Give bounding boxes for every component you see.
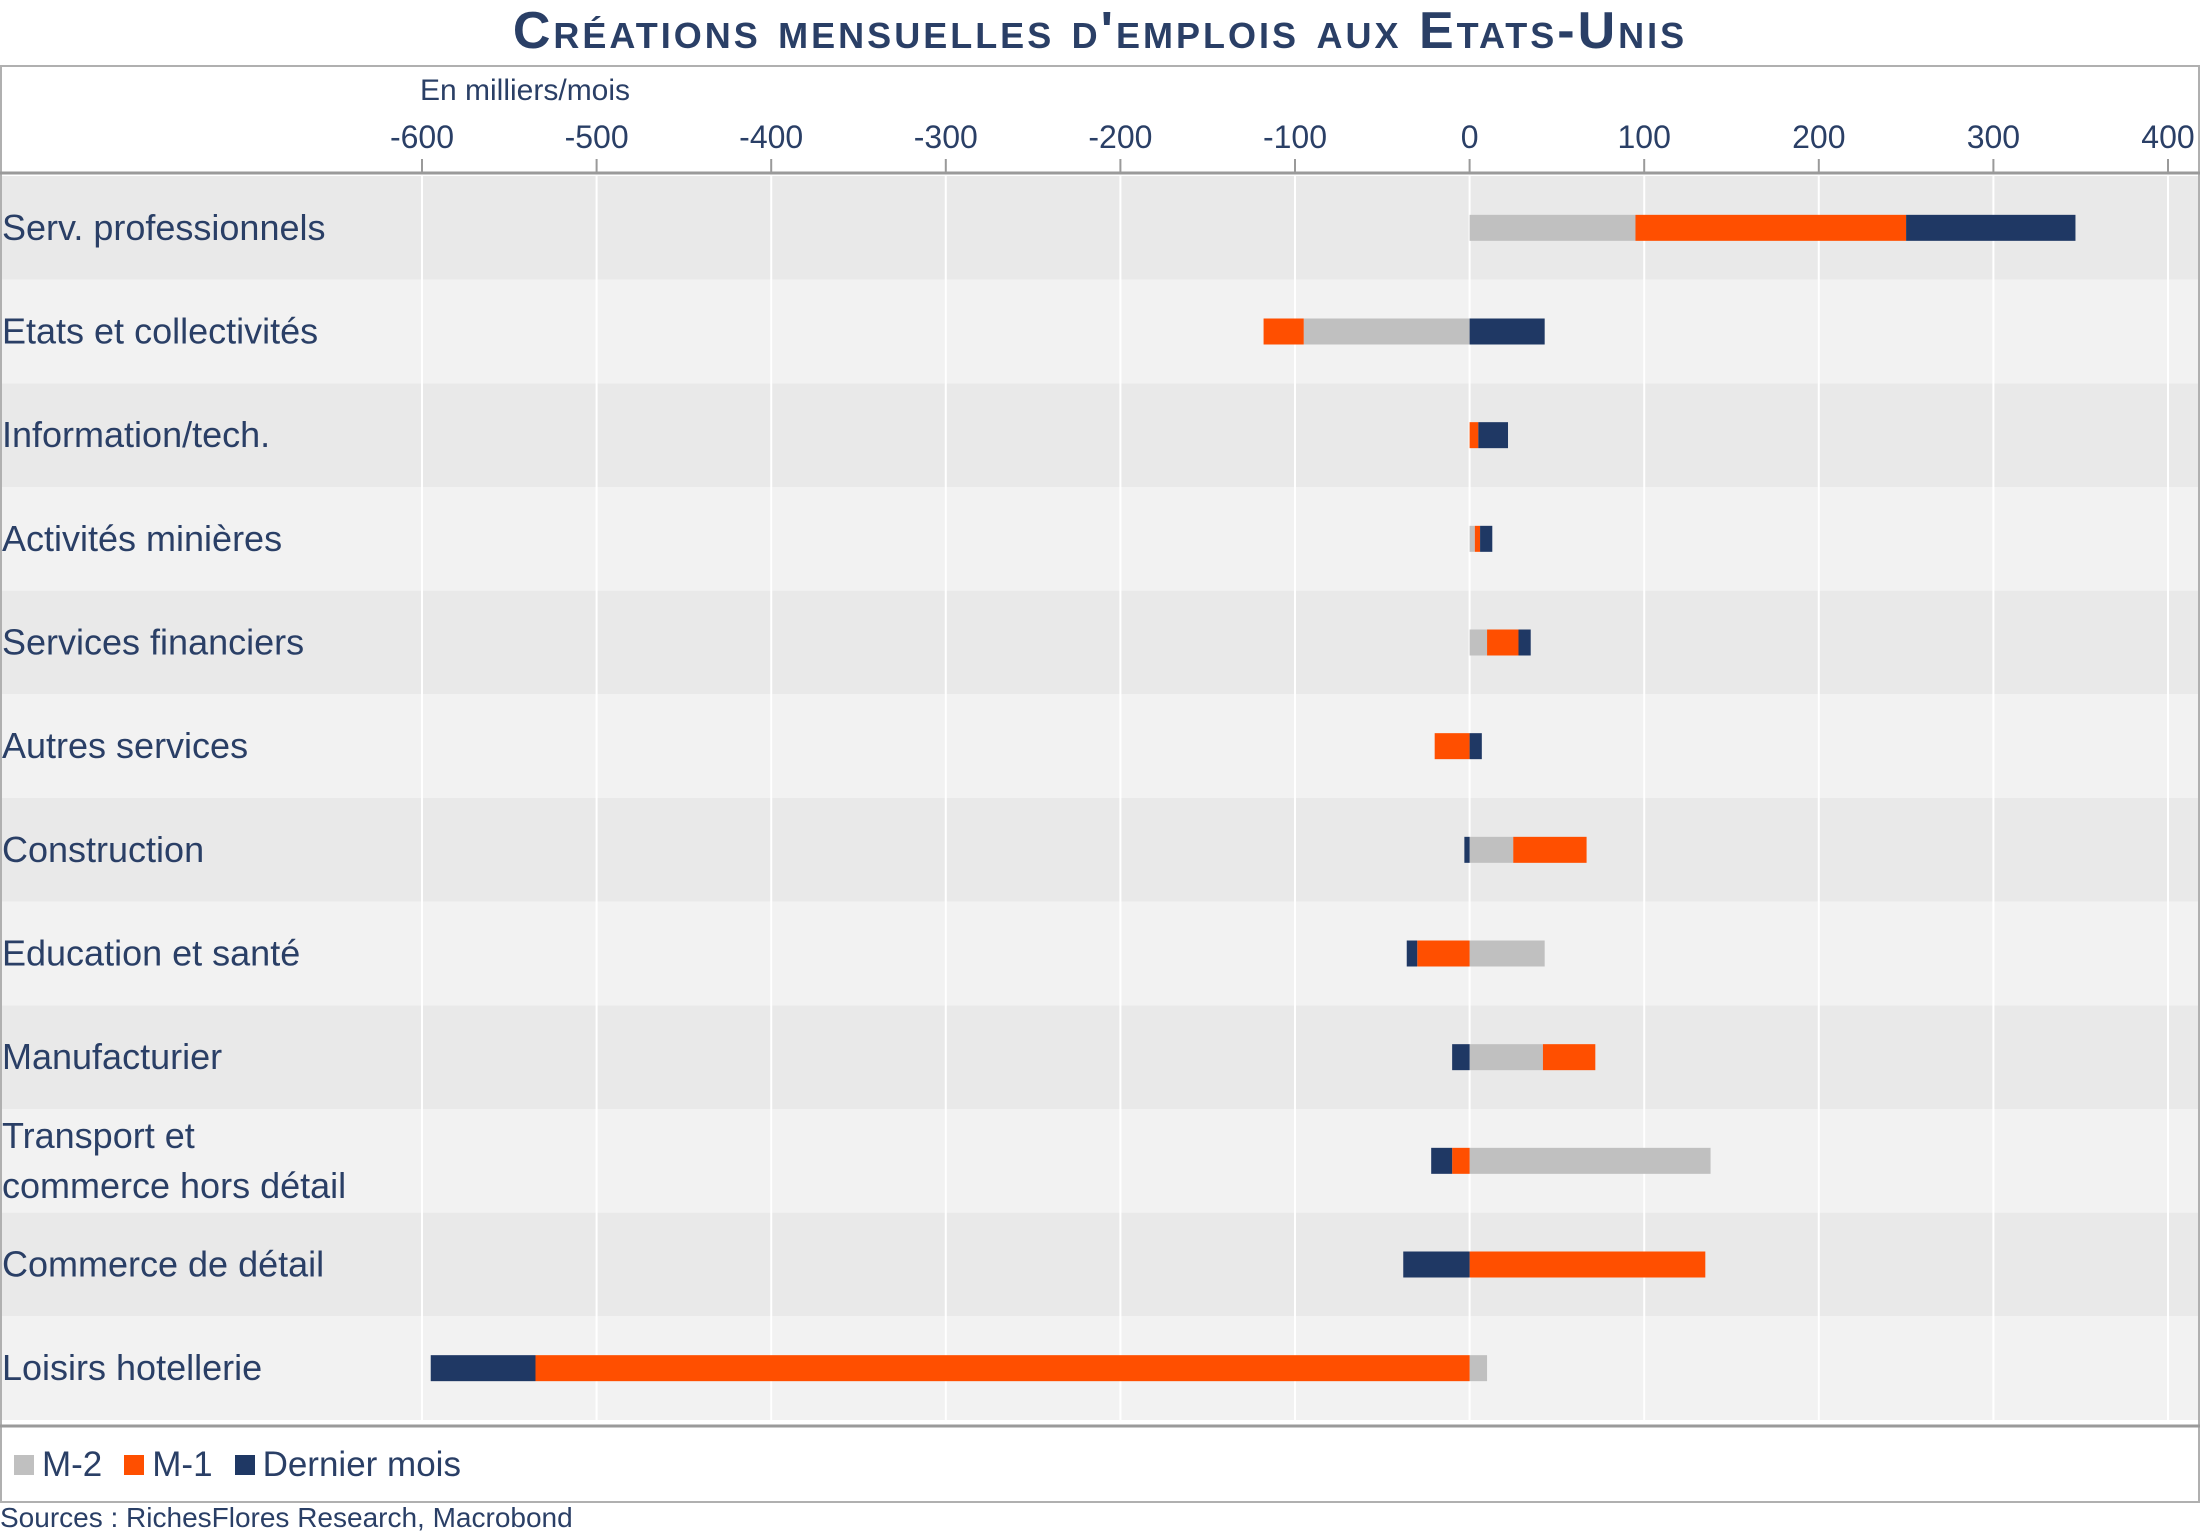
category-label: commerce hors détail [2,1165,346,1206]
bar-segment [1469,1355,1488,1382]
tick-label: -100 [1263,119,1327,155]
tick-label: -600 [390,119,454,155]
bar-segment [535,1355,1470,1382]
bar-segment [1434,733,1470,760]
bar-segment [1635,214,1907,241]
source-note: Sources : RichesFlores Research, Macrobo… [0,1502,573,1533]
category-label: Construction [2,829,204,870]
row-bands [0,176,2200,1420]
row-band [0,694,2200,798]
category-labels: Serv. professionnels Etats et collectivit… [2,207,346,1388]
row-band [0,1212,2200,1317]
bar-segment [1431,1147,1453,1174]
bar-segment [1417,940,1470,967]
category-label: Transport et [2,1115,195,1156]
chart-title: Créations mensuelles d'emplois aux Etats… [512,2,1688,60]
category-label: Autres services [2,725,248,766]
bar-segment [1469,525,1475,552]
tick-label: -400 [739,119,803,155]
tick-label: 400 [2141,119,2194,155]
bar-segment [1469,629,1488,656]
category-label: Information/tech. [2,414,270,455]
unit-label: En milliers/mois [420,74,630,107]
bar-segment [1480,525,1493,552]
row-band [0,590,2200,695]
legend-swatch [14,1455,34,1475]
bar-segment [1406,940,1418,967]
x-axis-ticks: -600 -500 -400 -300 -200 -100 0 100 200 300 400 [390,119,2195,173]
row-band [0,1005,2200,1109]
bar-segment [1469,940,1545,967]
bar-segment [1403,1251,1470,1278]
bar-segment [1513,836,1587,863]
tick-label: 300 [1967,119,2020,155]
tick-label: -200 [1088,119,1152,155]
tick-label: 200 [1792,119,1845,155]
category-label: Commerce de détail [2,1244,324,1285]
bar-segment [1469,1044,1543,1071]
legend-label: Dernier mois [262,1445,461,1484]
tick-label: -500 [565,119,629,155]
legend-swatch [124,1455,145,1475]
tick-label: 100 [1618,119,1671,155]
bar-segment [1452,1044,1470,1071]
bar-segment [1478,422,1509,449]
legend-item: Dernier mois [234,1445,461,1485]
bar-segment [1303,318,1470,345]
row-band [0,798,2200,902]
bar-segment [1469,836,1514,863]
legend-item: M-2 [14,1445,102,1485]
row-band [0,279,2200,384]
bar-segment [1469,214,1636,241]
category-label: Activités minières [2,518,282,559]
row-band [0,487,2200,591]
legend-swatch [234,1455,255,1475]
bar-segment [1464,836,1470,863]
row-band [0,901,2200,1006]
category-label: Services financiers [2,622,304,663]
bar-segment [1469,1147,1711,1174]
bar-segment [1487,629,1519,656]
row-band [0,1109,2200,1213]
category-label: Loisirs hotellerie [2,1347,262,1388]
bar-segment [1469,733,1482,760]
bar-segment [430,1355,536,1382]
bar-segment [1474,525,1481,552]
tick-label: 0 [1461,119,1479,155]
row-band [0,383,2200,487]
legend-label: M-2 [42,1445,103,1484]
frame-border [0,65,2200,1503]
chart-frame [0,65,2200,1503]
category-label: Education et santé [2,933,300,974]
bar-segment [1469,318,1545,345]
bar-segment [1518,629,1531,656]
bar-segment [1542,1044,1596,1071]
gridlines [421,176,2169,1420]
bar-segment [1452,1147,1470,1174]
bar-segment [1469,422,1479,449]
bars [430,214,2076,1382]
category-label: Etats et collectivités [2,311,318,352]
bar-segment [1469,1251,1706,1278]
legend: M-2 M-1 Dernier mois [14,1438,461,1492]
tick-label: -300 [914,119,978,155]
bar-segment [1906,214,2076,241]
legend-item: M-1 [124,1445,213,1485]
legend-label: M-1 [152,1445,213,1484]
category-label: Manufacturier [2,1036,222,1077]
category-label: Serv. professionnels [2,207,326,248]
bar-segment [1263,318,1304,345]
